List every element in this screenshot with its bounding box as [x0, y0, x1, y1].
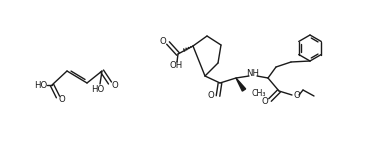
Text: CH₃: CH₃ — [252, 88, 266, 97]
Text: O: O — [160, 36, 166, 46]
Polygon shape — [236, 78, 246, 91]
Text: HO: HO — [34, 80, 48, 89]
Text: OH: OH — [170, 61, 183, 70]
Text: O: O — [294, 91, 300, 100]
Text: O: O — [59, 95, 65, 104]
Text: HO: HO — [91, 85, 105, 94]
Text: O: O — [208, 91, 214, 100]
Text: O: O — [262, 97, 268, 106]
Text: NH: NH — [247, 70, 259, 79]
Text: O: O — [112, 80, 119, 89]
